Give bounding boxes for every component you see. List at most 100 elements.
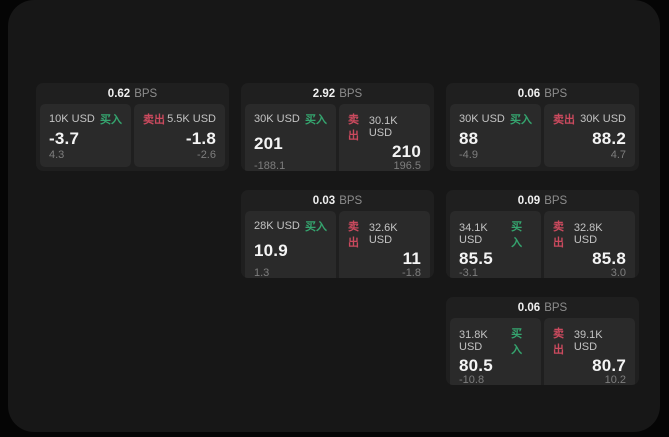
sell-amount: 30K USD xyxy=(580,113,626,125)
spread-value: 0.06 xyxy=(517,301,541,314)
buy-tile[interactable]: 28K USD 买入 10.9 1.3 xyxy=(245,211,336,278)
spread-value: 0.62 xyxy=(107,87,131,100)
buy-side-label: 买入 xyxy=(511,221,523,249)
sell-amount: 5.5K USD xyxy=(167,113,216,125)
sell-price: 85.8 xyxy=(592,249,626,268)
spread-unit-label: BPS xyxy=(134,87,158,100)
quote-card: 0.03 BPS 28K USD 买入 10.9 1.3 卖出 32.6K US… xyxy=(241,190,434,278)
sell-tile[interactable]: 卖出 39.1K USD 80.7 10.2 xyxy=(544,318,635,385)
spread-unit-label: BPS xyxy=(339,194,363,207)
buy-change: -188.1 xyxy=(254,160,286,171)
sell-price: 11 xyxy=(402,249,421,268)
spread-unit-label: BPS xyxy=(339,87,363,100)
quote-tiles: 31.8K USD 买入 80.5 -10.8 卖出 39.1K USD 80.… xyxy=(446,318,639,385)
quote-tiles: 10K USD 买入 -3.7 4.3 卖出 5.5K USD -1.8 -2.… xyxy=(36,104,229,171)
buy-tile-top: 10K USD 买入 xyxy=(49,111,122,127)
sell-amount: 30.1K USD xyxy=(368,115,398,139)
sell-price: 88.2 xyxy=(592,128,626,148)
buy-tile[interactable]: 30K USD 买入 88 -4.9 xyxy=(450,104,541,167)
buy-side-label: 买入 xyxy=(305,221,327,233)
quote-tiles: 30K USD 买入 201 -188.1 卖出 30.1K USD 210 1… xyxy=(241,104,434,171)
spread-unit-label: BPS xyxy=(544,194,568,207)
main-panel: 0.62 BPS 10K USD 买入 -3.7 4.3 卖出 5.5K USD xyxy=(8,0,660,432)
buy-change: -3.1 xyxy=(459,267,478,278)
spread-unit-label: BPS xyxy=(544,301,568,314)
buy-price: 80.5 xyxy=(459,356,493,375)
sell-price: 80.7 xyxy=(592,356,626,375)
sell-price: -1.8 xyxy=(185,128,216,148)
sell-tile-top: 卖出 39.1K USD xyxy=(553,325,626,357)
spread-header: 0.06 BPS xyxy=(446,297,639,318)
quote-tiles: 28K USD 买入 10.9 1.3 卖出 32.6K USD 11 -1.8 xyxy=(241,211,434,278)
spread-value: 0.09 xyxy=(517,194,541,207)
buy-side-label: 买入 xyxy=(511,328,523,356)
buy-price: 201 xyxy=(254,134,283,153)
sell-tile[interactable]: 卖出 32.6K USD 11 -1.8 xyxy=(339,211,430,278)
buy-amount: 31.8K USD xyxy=(459,329,488,353)
buy-side-label: 买入 xyxy=(100,114,122,126)
spread-unit-label: BPS xyxy=(544,87,568,100)
buy-amount: 30K USD xyxy=(459,113,505,125)
buy-price: 85.5 xyxy=(459,249,493,268)
sell-change: 196.5 xyxy=(393,160,421,171)
sell-tile-top: 卖出 30K USD xyxy=(553,111,626,127)
quote-card: 2.92 BPS 30K USD 买入 201 -188.1 卖出 30.1K … xyxy=(241,83,434,171)
sell-change: -1.8 xyxy=(402,267,421,278)
spread-header: 0.09 BPS xyxy=(446,190,639,211)
spread-value: 2.92 xyxy=(312,87,336,100)
sell-side-label: 卖出 xyxy=(553,328,564,356)
buy-change: -4.9 xyxy=(459,149,478,161)
spread-value: 0.03 xyxy=(312,194,336,207)
spread-value: 0.06 xyxy=(517,87,541,100)
quote-card: 0.09 BPS 34.1K USD 买入 85.5 -3.1 卖出 32.8K… xyxy=(446,190,639,278)
buy-change: 1.3 xyxy=(254,267,270,278)
buy-tile-top: 30K USD 买入 xyxy=(254,111,327,127)
buy-change: -10.8 xyxy=(459,374,485,385)
sell-tile[interactable]: 卖出 5.5K USD -1.8 -2.6 xyxy=(134,104,225,167)
buy-amount: 28K USD xyxy=(254,220,300,232)
sell-change: 10.2 xyxy=(604,374,626,385)
buy-tile-top: 28K USD 买入 xyxy=(254,218,327,234)
sell-amount: 32.6K USD xyxy=(368,222,398,246)
sell-price: 210 xyxy=(392,142,421,161)
quote-card: 0.06 BPS 30K USD 买入 88 -4.9 卖出 30K USD xyxy=(446,83,639,171)
sell-change: -2.6 xyxy=(197,149,216,161)
sell-change: 4.7 xyxy=(610,149,626,161)
sell-amount: 39.1K USD xyxy=(573,329,603,353)
sell-change: 3.0 xyxy=(610,267,626,278)
sell-amount: 32.8K USD xyxy=(573,222,603,246)
sell-tile[interactable]: 卖出 30K USD 88.2 4.7 xyxy=(544,104,635,167)
buy-side-label: 买入 xyxy=(510,114,532,126)
buy-price: 10.9 xyxy=(254,241,288,260)
sell-tile[interactable]: 卖出 32.8K USD 85.8 3.0 xyxy=(544,211,635,278)
quote-tiles: 34.1K USD 买入 85.5 -3.1 卖出 32.8K USD 85.8… xyxy=(446,211,639,278)
buy-tile-top: 30K USD 买入 xyxy=(459,111,532,127)
spread-header: 0.03 BPS xyxy=(241,190,434,211)
buy-price: -3.7 xyxy=(49,128,80,148)
sell-side-label: 卖出 xyxy=(348,221,359,249)
buy-tile[interactable]: 34.1K USD 买入 85.5 -3.1 xyxy=(450,211,541,278)
quote-card: 0.62 BPS 10K USD 买入 -3.7 4.3 卖出 5.5K USD xyxy=(36,83,229,171)
sell-tile[interactable]: 卖出 30.1K USD 210 196.5 xyxy=(339,104,430,171)
buy-tile[interactable]: 10K USD 买入 -3.7 4.3 xyxy=(40,104,131,167)
buy-tile-top: 34.1K USD 买入 xyxy=(459,218,532,250)
sell-tile-top: 卖出 30.1K USD xyxy=(348,111,421,143)
sell-tile-top: 卖出 32.8K USD xyxy=(553,218,626,250)
sell-tile-top: 卖出 32.6K USD xyxy=(348,218,421,250)
buy-tile-top: 31.8K USD 买入 xyxy=(459,325,532,357)
quote-tiles: 30K USD 买入 88 -4.9 卖出 30K USD 88.2 4.7 xyxy=(446,104,639,171)
spread-header: 2.92 BPS xyxy=(241,83,434,104)
buy-amount: 10K USD xyxy=(49,113,95,125)
sell-tile-top: 卖出 5.5K USD xyxy=(143,111,216,127)
buy-change: 4.3 xyxy=(49,149,65,161)
buy-tile[interactable]: 30K USD 买入 201 -188.1 xyxy=(245,104,336,171)
buy-amount: 34.1K USD xyxy=(459,222,488,246)
sell-side-label: 卖出 xyxy=(143,114,165,126)
sell-side-label: 卖出 xyxy=(553,114,575,126)
sell-side-label: 卖出 xyxy=(348,114,359,142)
buy-side-label: 买入 xyxy=(305,114,327,126)
spread-header: 0.62 BPS xyxy=(36,83,229,104)
sell-side-label: 卖出 xyxy=(553,221,564,249)
spread-header: 0.06 BPS xyxy=(446,83,639,104)
buy-tile[interactable]: 31.8K USD 买入 80.5 -10.8 xyxy=(450,318,541,385)
